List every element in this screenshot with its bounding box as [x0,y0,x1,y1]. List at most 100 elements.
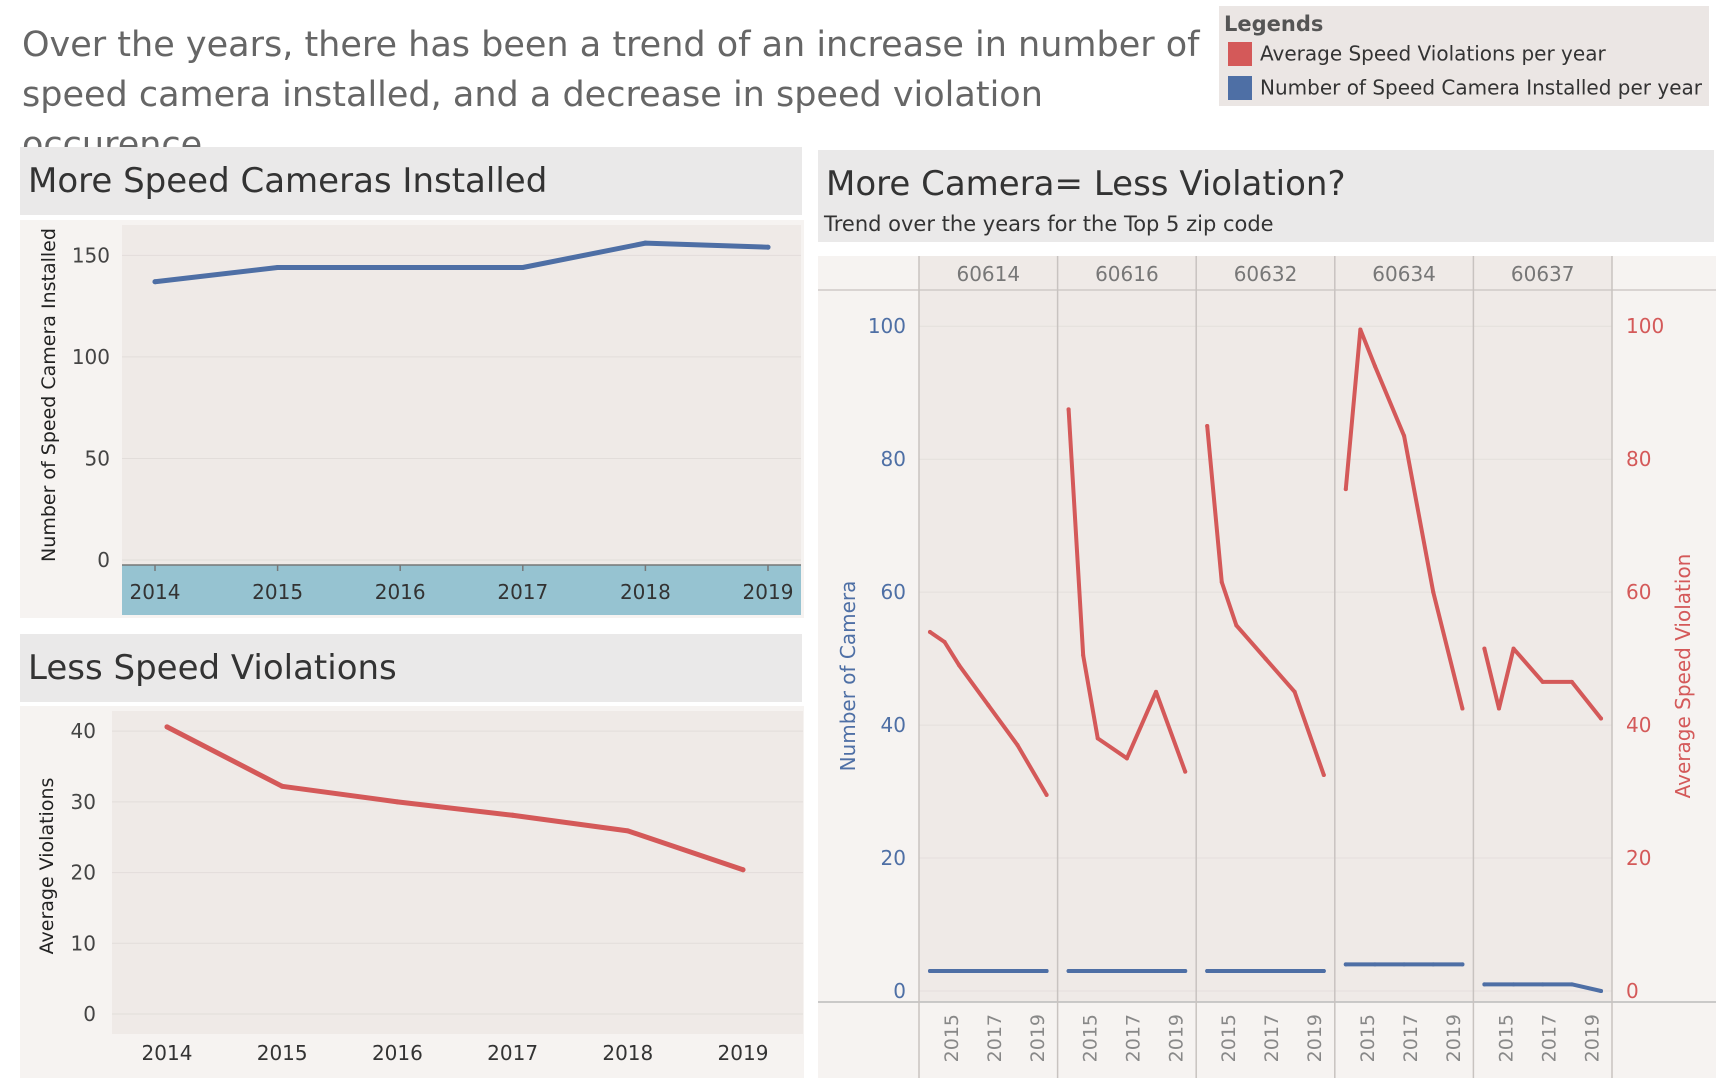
chart3-xtick-label: 2017 [1400,1014,1422,1062]
chart3-left-ytick-label: 20 [881,846,906,870]
chart3-cameras-point [928,969,932,974]
chart3-left-ytick-label: 80 [881,447,906,471]
chart3-violations-point [1095,736,1100,741]
chart3-cameras-point [1482,982,1487,987]
zip-title-text: More Camera= Less Violation? [826,164,1346,204]
chart2-xtick-label: 2019 [718,1041,769,1065]
legend-title: Legends [1224,12,1324,36]
chart3-xtick-label: 2017 [1123,1014,1145,1062]
chart2-ytick-label: 10 [71,931,96,955]
chart1-xtick-label: 2016 [375,580,426,604]
chart3-violations-point [1081,653,1086,658]
chart3-xtick-label: 2017 [1538,1014,1560,1062]
chart3-violations-point [1044,792,1049,797]
chart3-right-ytick-label: 60 [1626,580,1651,604]
chart3-cameras-point [1599,989,1603,993]
zip-panel-title: More Camera= Less Violation? Trend over … [818,150,1714,242]
chart3-violations-point [1292,689,1297,694]
chart2-point [625,828,631,834]
chart1-ytick-label: 100 [72,345,110,369]
chart3-cameras-point [1234,969,1239,974]
chart3-xtick-label: 2017 [984,1014,1006,1062]
chart3-violations-point [1599,716,1603,721]
chart3-right-ytick-label: 80 [1626,447,1651,471]
chart3-facet-label: 60637 [1511,262,1575,286]
chart3-violations-point [1124,756,1129,761]
chart3-left-ytick-label: 0 [893,979,906,1003]
cameras-title-text: More Speed Cameras Installed [28,161,548,201]
chart3-xtick-label: 2015 [1495,1014,1517,1062]
chart1-point [642,240,648,246]
chart3-xtick-label: 2015 [941,1014,963,1062]
chart3-cameras-point [1124,969,1129,974]
chart1-xaxis-band [122,565,801,615]
chart2-point [510,812,516,818]
chart3-violations-point [1540,679,1545,684]
chart3-right-ytick-label: 40 [1626,713,1651,737]
chart3-right-ytick-label: 100 [1626,314,1664,338]
chart3-violations-point [1205,423,1210,428]
violations-chart: 0 10 20 30 40 2014 2015 2016 2017 2018 2019 Average… [20,706,804,1078]
chart3-violations-point [942,640,947,644]
chart1-point [152,279,158,285]
chart3-violations-point [1482,646,1487,651]
chart1-xtick-label: 2018 [620,580,671,604]
chart3-cameras-point [1540,982,1545,987]
chart3-cameras-point [1292,969,1297,974]
chart3-left-ytick-label: 100 [868,314,906,338]
chart3-cameras-point [1402,962,1407,967]
chart3-violations-point [1066,407,1071,412]
chart3-violations-point [1219,580,1224,585]
chart3-cameras-point [986,969,991,974]
chart3-cameras-point [1095,969,1100,974]
cameras-panel-title: More Speed Cameras Installed [20,147,802,215]
chart3-violations-point [1511,646,1516,651]
chart2-series-line [164,724,746,873]
legend-swatch-violations [1228,41,1252,66]
legend-label-cameras: Number of Speed Camera Installed per yea… [1260,75,1702,100]
chart2-ytick-label: 20 [71,861,96,885]
legend: Legends Average Speed Violations per yea… [1219,6,1709,106]
chart1-ytick-label: 50 [85,446,110,470]
zip-subtitle-text: Trend over the years for the Top 5 zip c… [824,212,1274,236]
chart3-xtick-label: 2015 [1357,1014,1379,1062]
chart3-cameras-point [1569,982,1574,987]
chart2-point [164,724,170,730]
chart3-left-ytick-label: 40 [881,713,906,737]
legend-item-violations[interactable]: Average Speed Violations per year [1228,40,1606,66]
chart2-xtick-label: 2018 [602,1041,653,1065]
chart2-ytick-label: 30 [71,790,96,814]
chart2-xtick-label: 2014 [142,1041,193,1065]
chart3-violations-line [928,630,1049,797]
chart1-ylabel: Number of Speed Camera Installed [38,228,60,562]
chart3-violations-point [1343,487,1348,492]
chart3-cameras-point [1321,969,1326,974]
chart1-series-line [152,240,771,285]
chart3-cameras-point [1343,962,1348,967]
chart3-violations-point [1234,623,1239,628]
chart3-right-ytick-label: 20 [1626,846,1651,870]
chart3-violations-point [1321,772,1326,777]
chart3-facet-header-band [919,256,1612,290]
chart3-xtick-label: 2019 [1581,1014,1603,1062]
chart3-left-ytick-label: 60 [881,580,906,604]
chart3-xtick-label: 2017 [1261,1014,1283,1062]
chart3-cameras-point [1511,982,1516,987]
chart3-violations-point [1402,433,1407,438]
chart3-xtick-label: 2019 [1166,1014,1188,1062]
chart3-xtick-label: 2019 [1443,1014,1465,1062]
chart3-violations-point [1372,364,1377,369]
chart3-xtick-label: 2019 [1304,1014,1326,1062]
chart2-xtick-label: 2017 [487,1041,538,1065]
chart3-violations-point [928,630,932,635]
chart3-violations-point [1460,706,1465,711]
chart2-ylabel: Average Violations [36,778,58,955]
legend-label-violations: Average Speed Violations per year [1260,41,1606,66]
chart3-cameras-point [1372,962,1377,967]
zip-facet-chart: 0 0 20 20 40 40 60 60 80 80 100 100 Number of Camera… [818,256,1716,1078]
chart3-cameras-point [1154,969,1159,974]
chart1-point [765,244,771,250]
chart3-cameras-point [1044,969,1049,974]
legend-item-cameras[interactable]: Number of Speed Camera Installed per yea… [1228,74,1702,100]
chart3-facet-label: 60632 [1234,262,1298,286]
